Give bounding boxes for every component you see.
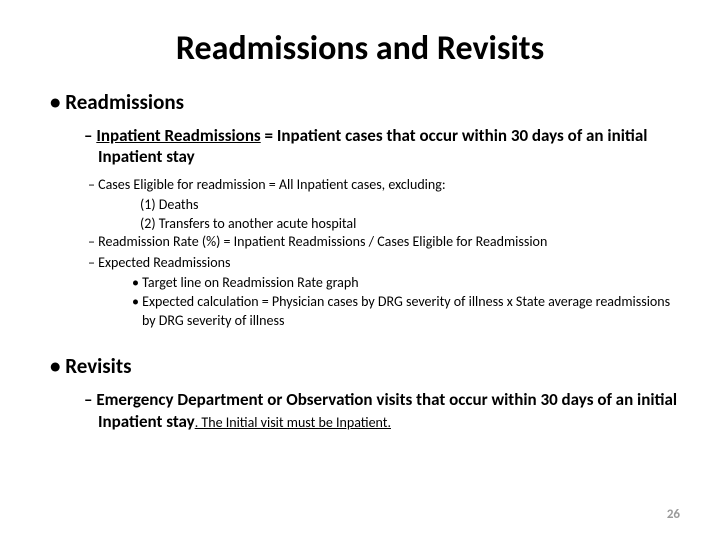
readmission-rate: Readmission Rate (%) = Inpatient Readmis…: [88, 233, 680, 251]
expected-readmissions: Expected Readmissions: [88, 254, 680, 272]
page-number: 26: [667, 507, 680, 522]
expected-item-2: Expected calculation = Physician cases b…: [132, 293, 680, 331]
revisits-bold-prefix: Emergency Department or Observation: [96, 389, 376, 410]
eligible-item-2: (2) Transfers to another acute hospital: [140, 215, 680, 234]
cases-eligible: Cases Eligible for readmission = All Inp…: [88, 176, 680, 194]
section-revisits-heading: Revisits: [50, 353, 680, 379]
inpatient-readmissions-def: Inpatient Readmissions = Inpatient cases…: [84, 125, 680, 168]
revisits-def: Emergency Department or Observation visi…: [84, 389, 680, 433]
eligible-item-1: (1) Deaths: [140, 196, 680, 215]
term-underlined: Inpatient Readmissions: [96, 125, 260, 146]
expected-item-1: Target line on Readmission Rate graph: [132, 274, 680, 293]
section-readmissions-heading: Readmissions: [50, 89, 680, 115]
slide-title: Readmissions and Revisits: [40, 28, 680, 69]
revisits-trail: . The Initial visit must be Inpatient.: [195, 414, 391, 431]
